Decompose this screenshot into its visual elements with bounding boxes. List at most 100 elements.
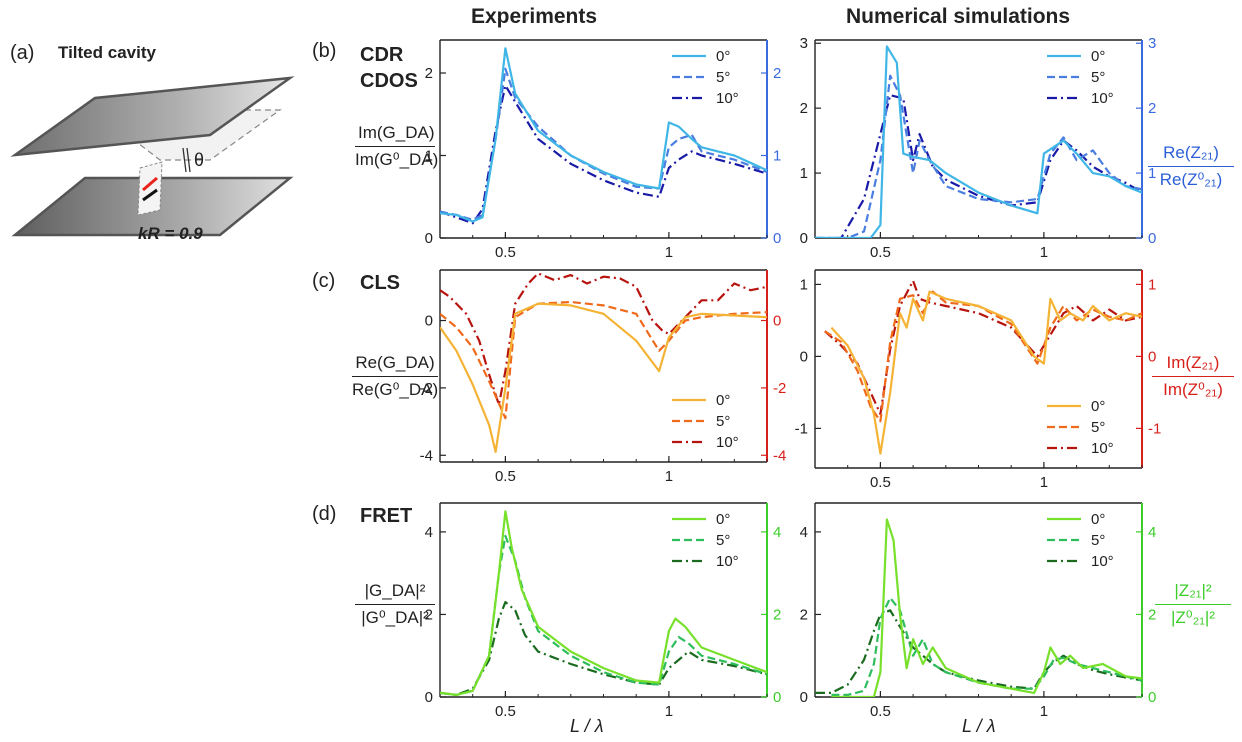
panel-label-a: (a) xyxy=(10,42,35,64)
x-tick-label: 1 xyxy=(665,244,673,261)
legend-label-1: 5° xyxy=(716,69,730,86)
tilt-mark-1 xyxy=(182,147,187,173)
y-tick-label-right: 2 xyxy=(773,65,781,82)
legend-label-0: 0° xyxy=(1091,511,1105,528)
ylabel-b-left-den: Im(G⁰_DA) xyxy=(355,150,439,169)
y-tick-label-left: 0 xyxy=(425,230,433,247)
y-tick-label-left: 0 xyxy=(800,348,808,365)
x-tick-label: 0.5 xyxy=(495,703,516,720)
legend-label-2: 10° xyxy=(716,553,739,570)
chart-b-exp: 0.5 1 0 0 1 1 2 2 0° 5° 10° xyxy=(425,39,781,261)
y-tick-label-left: 4 xyxy=(425,524,433,541)
y-tick-label-left: 0 xyxy=(800,689,808,706)
series-line-b-exp-1 xyxy=(440,67,767,221)
y-tick-label-right: 2 xyxy=(1148,606,1156,623)
y-tick-label-right: 0 xyxy=(773,689,781,706)
chart-c-exp: 0.5 1 -4 -4 -2 -2 0 0 0° 5° 10° xyxy=(420,269,786,485)
kr-value-label: kR = 0.9 xyxy=(138,224,203,243)
y-tick-label-right: 0 xyxy=(773,313,781,330)
x-tick-label: 1 xyxy=(665,703,673,720)
y-tick-label-left: 1 xyxy=(800,276,808,293)
legend-label-1: 5° xyxy=(716,413,730,430)
ylabel-b-left: Im(G_DA) Im(G⁰_DA) xyxy=(355,122,439,171)
y-tick-label-right: 1 xyxy=(773,148,781,165)
y-tick-label-right: 0 xyxy=(1148,230,1156,247)
series-line-c-sim-0 xyxy=(830,290,1142,455)
ylabel-d-left: |G_DA|² |G⁰_DA|² xyxy=(355,580,435,629)
legend-label-1: 5° xyxy=(1091,419,1105,436)
series-line-b-sim-2 xyxy=(815,94,1142,238)
legend-label-0: 0° xyxy=(716,392,730,409)
y-tick-label-right: 4 xyxy=(773,524,781,541)
y-tick-label-right: 4 xyxy=(1148,524,1156,541)
ylabel-d-left-num: |G_DA|² xyxy=(355,580,435,605)
series-line-c-exp-0 xyxy=(440,302,767,453)
y-tick-label-right: 1 xyxy=(1148,165,1156,182)
y-tick-label-left: 0 xyxy=(800,230,808,247)
ylabel-b-right-num: Re(Z₂₁) xyxy=(1148,142,1234,167)
y-tick-label-left: 0 xyxy=(425,689,433,706)
series-line-c-exp-2 xyxy=(440,272,767,406)
x-tick-label: 1 xyxy=(665,468,673,485)
x-tick-label: 1 xyxy=(1040,703,1048,720)
ylabel-c-right: Im(Z₂₁) Im(Z⁰₂₁) xyxy=(1152,352,1234,401)
series-line-b-sim-0 xyxy=(815,45,1142,238)
series-line-c-sim-2 xyxy=(824,279,1142,416)
x-tick-label: 0.5 xyxy=(495,244,516,261)
y-tick-label-left: 1 xyxy=(425,148,433,165)
x-tick-label: 0.5 xyxy=(495,468,516,485)
panel-a-title: Tilted cavity xyxy=(58,43,156,62)
x-tick-label: 0.5 xyxy=(870,474,891,491)
legend-label-0: 0° xyxy=(716,511,730,528)
legend-label-1: 5° xyxy=(1091,69,1105,86)
chart-b-sim: 0.5 1 0 0 1 1 2 2 3 3 0° 5° 10° xyxy=(800,35,1157,261)
y-tick-label-left: 4 xyxy=(800,524,808,541)
y-tick-label-right: 2 xyxy=(773,606,781,623)
xlabel-simulations: L / λ xyxy=(962,716,996,736)
y-tick-label-right: 0 xyxy=(1148,689,1156,706)
series-line-c-exp-1 xyxy=(440,300,767,420)
legend-label-1: 5° xyxy=(716,532,730,549)
chart-c-sim: 0.5 1-1 -10 01 10°5°10° xyxy=(795,269,1161,491)
y-tick-label-right: 3 xyxy=(1148,35,1156,52)
acceptor-dipole-icon xyxy=(142,188,158,202)
y-tick-label-right: -2 xyxy=(773,380,786,397)
x-tick-label: 0.5 xyxy=(870,703,891,720)
ylabel-d-right-num: |Z₂₁|² xyxy=(1155,580,1231,605)
y-tick-label-left: -2 xyxy=(420,380,433,397)
theta-symbol: θ xyxy=(194,150,205,170)
legend-label-2: 10° xyxy=(1091,90,1114,107)
panel-label-b: (b) xyxy=(312,40,337,62)
legend-label-1: 5° xyxy=(1091,532,1105,549)
y-tick-label-left: -4 xyxy=(420,447,433,464)
series-line-d-exp-0 xyxy=(440,510,767,696)
ylabel-c-right-den: Im(Z⁰₂₁) xyxy=(1163,380,1223,399)
ylabel-d-right: |Z₂₁|² |Z⁰₂₁|² xyxy=(1155,580,1231,629)
y-tick-label-left: 2 xyxy=(800,606,808,623)
panel-label-c: (c) xyxy=(312,270,336,292)
y-tick-label-left: 2 xyxy=(425,65,433,82)
y-tick-label-left: -1 xyxy=(795,420,808,437)
y-tick-label-left: 2 xyxy=(425,606,433,623)
series-line-d-sim-2 xyxy=(815,609,1142,694)
y-tick-label-right: 0 xyxy=(773,230,781,247)
legend-label-0: 0° xyxy=(716,48,730,65)
y-tick-label-right: -1 xyxy=(1148,420,1161,437)
legend-label-2: 10° xyxy=(1091,553,1114,570)
y-tick-label-left: 0 xyxy=(425,313,433,330)
y-tick-label-left: 1 xyxy=(800,165,808,182)
donor-dipole-icon xyxy=(142,176,158,192)
panel-b-title-1: CDR xyxy=(360,44,404,66)
panel-d-title: FRET xyxy=(360,505,413,527)
ylabel-b-left-num: Im(G_DA) xyxy=(355,122,435,147)
legend-label-0: 0° xyxy=(1091,48,1105,65)
header-experiments: Experiments xyxy=(471,5,598,28)
y-tick-label-right: 2 xyxy=(1148,100,1156,117)
tilt-mark-2 xyxy=(186,147,191,173)
x-tick-label: 1 xyxy=(1040,474,1048,491)
header-simulations: Numerical simulations xyxy=(846,5,1071,28)
y-tick-label-left: 3 xyxy=(800,35,808,52)
panel-label-d: (d) xyxy=(312,503,337,525)
series-line-b-sim-1 xyxy=(815,74,1142,238)
